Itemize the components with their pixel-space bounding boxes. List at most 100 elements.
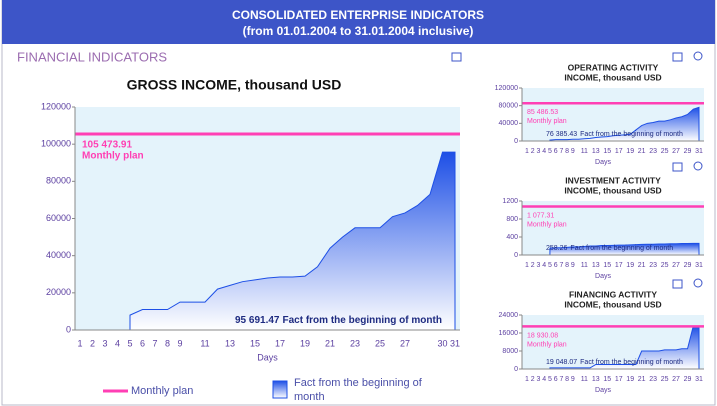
plan-value-label: 1 077.31 (527, 212, 554, 219)
x-tick-label: 31 (695, 148, 703, 155)
x-tick-label: 9 (571, 262, 575, 269)
y-tick-label: 0 (514, 252, 518, 259)
chart-title: INCOME, thousand USD (564, 72, 661, 82)
x-tick-label: 7 (559, 376, 563, 383)
x-tick-label: 2 (531, 376, 535, 383)
icons (451, 51, 703, 289)
x-tick-label: 27 (672, 262, 680, 269)
x-tick-label: 5 (548, 376, 552, 383)
x-tick-label: 17 (615, 376, 623, 383)
x-tick-label: 13 (592, 376, 600, 383)
y-tick-label: 1200 (502, 198, 518, 205)
y-tick-label: 100000 (41, 139, 71, 149)
x-tick-label: 29 (684, 376, 692, 383)
x-tick-label: 31 (695, 376, 703, 383)
fact-label: 258.26 Fact from the beginning of month (546, 245, 673, 252)
x-tick-label: 30 (437, 338, 447, 348)
y-tick-label: 0 (514, 366, 518, 373)
fact-value-label: 258.26 (546, 245, 568, 252)
plan-value-label: 85 486.53 (527, 109, 558, 116)
x-tick-label: 25 (375, 338, 385, 348)
x-tick-label: 25 (661, 262, 669, 269)
table-icon[interactable] (672, 52, 683, 62)
x-tick-label: 6 (554, 262, 558, 269)
y-tick-label: 0 (514, 138, 518, 145)
x-tick-label: 21 (638, 262, 646, 269)
x-tick-label: 5 (548, 148, 552, 155)
y-tick-label: 400 (506, 234, 518, 241)
y-tick-label: 16000 (499, 330, 519, 337)
x-tick-label: 3 (537, 262, 541, 269)
zoom-icon[interactable] (693, 51, 703, 61)
plan-value-label: 18 930.08 (527, 332, 558, 339)
fact-label: 95 691.47 Fact from the beginning of mont… (235, 315, 442, 326)
x-tick-label: 6 (554, 376, 558, 383)
x-tick-label: 6 (140, 338, 145, 348)
x-tick-label: 19 (300, 338, 310, 348)
fact-value-label: 76 385.43 (546, 131, 577, 138)
x-tick-label: 19 (626, 262, 634, 269)
zoom-icon[interactable] (693, 278, 703, 288)
x-tick-label: 27 (672, 376, 680, 383)
y-tick-label: 0 (66, 324, 71, 334)
header-title: CONSOLIDATED ENTERPRISE INDICATORS (232, 8, 484, 22)
x-tick-label: 4 (542, 376, 546, 383)
chart-title: INCOME, thousand USD (564, 299, 661, 309)
x-tick-label: 11 (581, 376, 588, 383)
x-tick-label: 4 (542, 148, 546, 155)
x-tick-label: 4 (115, 338, 120, 348)
legend-plan: Monthly plan (131, 385, 193, 397)
chart-title: INCOME, thousand USD (564, 185, 661, 195)
x-tick-label: 9 (571, 376, 575, 383)
x-axis-label: Days (257, 352, 278, 362)
x-tick-label: 13 (225, 338, 235, 348)
x-tick-label: 8 (565, 376, 569, 383)
x-tick-label: 6 (554, 148, 558, 155)
fact-value-label: 19 048.07 (546, 359, 577, 366)
x-tick-label: 19 (626, 376, 634, 383)
y-tick-label: 24000 (499, 312, 519, 319)
fact-name: Fact from the beginning of month (283, 315, 442, 326)
table-icon[interactable] (451, 52, 462, 62)
x-tick-label: 21 (638, 148, 646, 155)
x-tick-label: 23 (649, 376, 657, 383)
x-tick-label: 7 (559, 262, 563, 269)
fact-area (549, 106, 700, 142)
x-tick-label: 15 (603, 148, 611, 155)
fact-name: Fact from the beginning of month (570, 245, 673, 252)
chart-title: GROSS INCOME, thousand USD (127, 77, 342, 93)
header-subtitle: (from 01.01.2004 to 31.01.2004 inclusive… (243, 24, 474, 38)
chart-title: FINANCING ACTIVITY (569, 289, 657, 299)
table-icon[interactable] (672, 279, 683, 289)
x-tick-label: 15 (250, 338, 260, 348)
y-tick-label: 40000 (499, 120, 519, 127)
x-tick-label: 13 (592, 262, 600, 269)
fact-name: Fact from the beginning of month (580, 131, 683, 138)
x-tick-label: 1 (525, 148, 529, 155)
zoom-icon[interactable] (693, 161, 703, 171)
x-tick-label: 3 (537, 376, 541, 383)
x-tick-label: 5 (548, 262, 552, 269)
fact-name: Fact from the beginning of month (580, 359, 683, 366)
x-tick-label: 8 (565, 148, 569, 155)
plan-name: Monthly plan (527, 341, 567, 348)
x-tick-label: 11 (200, 338, 209, 348)
x-tick-label: 31 (450, 338, 460, 348)
y-tick-label: 80000 (499, 103, 519, 110)
y-tick-label: 120000 (495, 85, 518, 92)
x-axis-label: Days (595, 159, 611, 166)
x-tick-label: 11 (581, 148, 588, 155)
x-tick-label: 7 (152, 338, 157, 348)
plan-name: Monthly plan (527, 118, 567, 125)
plan-name: Monthly plan (527, 221, 567, 228)
fact-label: 76 385.43 Fact from the beginning of mont… (546, 131, 683, 138)
x-tick-label: 8 (165, 338, 170, 348)
y-tick-label: 8000 (502, 348, 518, 355)
legend-fact-swatch (272, 380, 288, 399)
x-tick-label: 27 (400, 338, 410, 348)
table-icon[interactable] (672, 162, 683, 172)
x-tick-label: 21 (638, 376, 646, 383)
section-title: FINANCIAL INDICATORS (17, 49, 167, 64)
x-tick-label: 23 (649, 262, 657, 269)
